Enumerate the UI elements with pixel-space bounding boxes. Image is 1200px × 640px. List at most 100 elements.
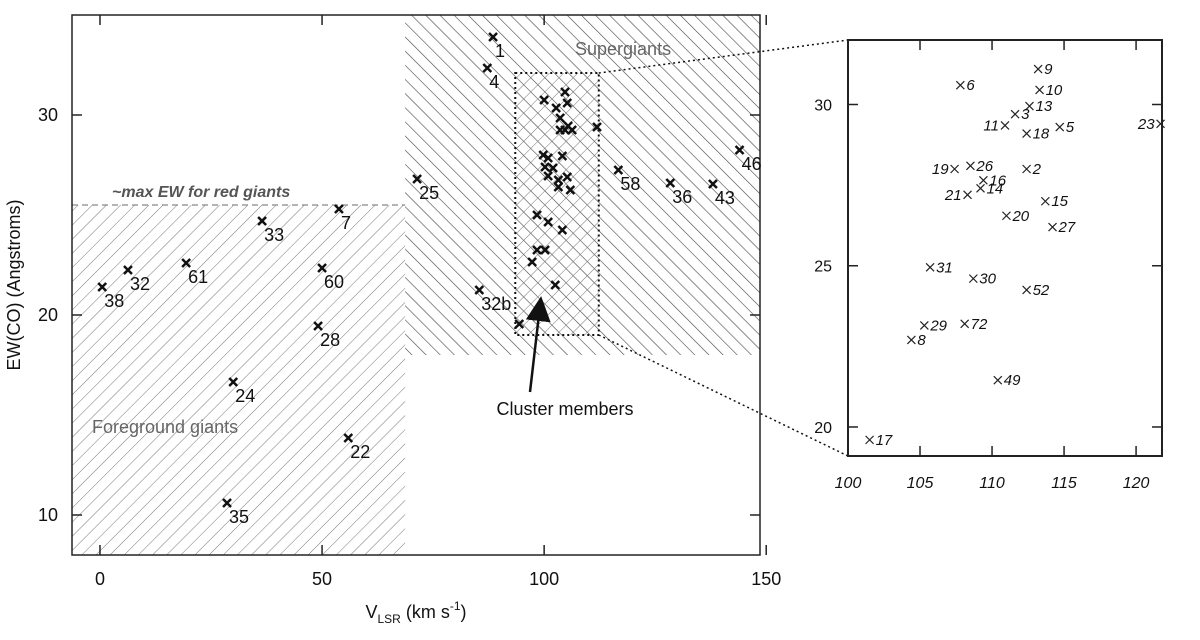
data-point [1022, 129, 1032, 138]
data-point [317, 263, 327, 273]
point-label: 29 [929, 317, 947, 334]
point-label: 5 [1066, 119, 1075, 136]
x-tick-label: 120 [1123, 475, 1150, 492]
cluster-point [562, 172, 573, 182]
y-tick-label: 30 [38, 105, 58, 125]
cluster-point [527, 257, 538, 267]
data-point [1022, 285, 1032, 295]
point-label: 3 [1021, 106, 1030, 123]
x-axis-label-part: (km s [401, 602, 450, 622]
cluster-point [551, 103, 562, 113]
hatched-region [72, 205, 406, 555]
y-tick-label: 20 [38, 305, 58, 325]
data-point [950, 164, 960, 174]
cluster-point [557, 225, 568, 235]
annotation: Cluster members [496, 399, 633, 419]
data-point [955, 80, 965, 90]
point-label: 14 [987, 180, 1004, 197]
point-label: 17 [876, 432, 893, 449]
point-label: 1 [495, 41, 505, 61]
point-label: 28 [320, 330, 340, 350]
cluster-point [543, 153, 554, 163]
point-label: 31 [936, 259, 953, 276]
region-label: Foreground giants [92, 417, 238, 437]
x-tick-label: 100 [835, 475, 862, 492]
data-point [919, 320, 929, 330]
data-point [968, 274, 978, 284]
point-label: 13 [1035, 98, 1052, 115]
point-label: 30 [979, 271, 996, 288]
point-label: 32 [130, 274, 150, 294]
connector [598, 334, 849, 457]
data-point [313, 321, 323, 331]
data-point [181, 258, 192, 268]
point-label: 8 [917, 332, 926, 349]
point-label: 10 [1046, 82, 1063, 99]
data-point [1000, 121, 1010, 130]
cluster-point [565, 185, 576, 195]
cluster-point [514, 319, 525, 329]
data-point [488, 32, 498, 42]
data-point [228, 377, 239, 387]
x-tick-label: 150 [751, 569, 781, 589]
point-label: 9 [1044, 61, 1053, 78]
cluster-point [567, 125, 578, 135]
data-point [222, 498, 232, 508]
data-point [334, 204, 344, 214]
cluster-point [540, 162, 550, 172]
data-point [1156, 119, 1165, 129]
point-label: 15 [1051, 193, 1068, 210]
connector [598, 39, 849, 74]
data-point [993, 375, 1003, 385]
data-point [865, 435, 875, 445]
point-label: 26 [975, 158, 993, 175]
point-label: 19 [932, 161, 949, 178]
point-label: 25 [419, 183, 439, 203]
x-tick-label: 100 [529, 569, 559, 589]
x-axis-label-part: V [365, 602, 377, 622]
point-label: 23 [1137, 116, 1155, 133]
y-tick-label: 30 [814, 97, 832, 114]
data-point [1040, 196, 1050, 206]
cluster-point [538, 150, 549, 160]
data-point [613, 165, 624, 175]
point-label: 24 [235, 386, 255, 406]
x-tick-label: 50 [312, 569, 332, 589]
data-point [966, 161, 975, 171]
data-point [925, 262, 935, 272]
data-point [1055, 122, 1065, 132]
data-point [1010, 109, 1020, 119]
x-tick-label: 0 [95, 569, 105, 589]
x-tick-label: 115 [1051, 475, 1077, 492]
point-label: 11 [983, 117, 999, 134]
point-label: 61 [188, 267, 208, 287]
x-tick-label: 110 [979, 475, 1005, 492]
annotation-arrow [525, 296, 551, 393]
x-axis-label: VLSR (km s-1) [365, 599, 466, 626]
point-label: 33 [264, 225, 284, 245]
point-label: 20 [1011, 208, 1029, 225]
point-label: 27 [1058, 219, 1076, 236]
point-label: 32b [481, 294, 511, 314]
cluster-point [543, 217, 554, 227]
cluster-point [532, 210, 542, 220]
point-label: 52 [1033, 282, 1050, 299]
plot-frame [847, 39, 1163, 457]
cluster-point [543, 171, 554, 181]
cluster-point [532, 245, 542, 255]
cluster-point [539, 95, 550, 105]
data-point [343, 433, 354, 443]
point-label: 2 [1032, 161, 1042, 178]
data-point [1022, 164, 1032, 174]
point-label: 4 [489, 72, 499, 92]
plot-frame [71, 14, 761, 556]
point-label: 58 [620, 174, 640, 194]
zoom-box [514, 72, 600, 336]
data-point [665, 178, 676, 188]
cluster-point [562, 98, 573, 108]
cluster-point [540, 245, 550, 255]
y-tick-label: 25 [814, 259, 832, 276]
y-axis-label: EW(CO) (Angstroms) [4, 200, 24, 371]
cluster-point [557, 151, 568, 161]
point-label: 7 [341, 213, 351, 233]
